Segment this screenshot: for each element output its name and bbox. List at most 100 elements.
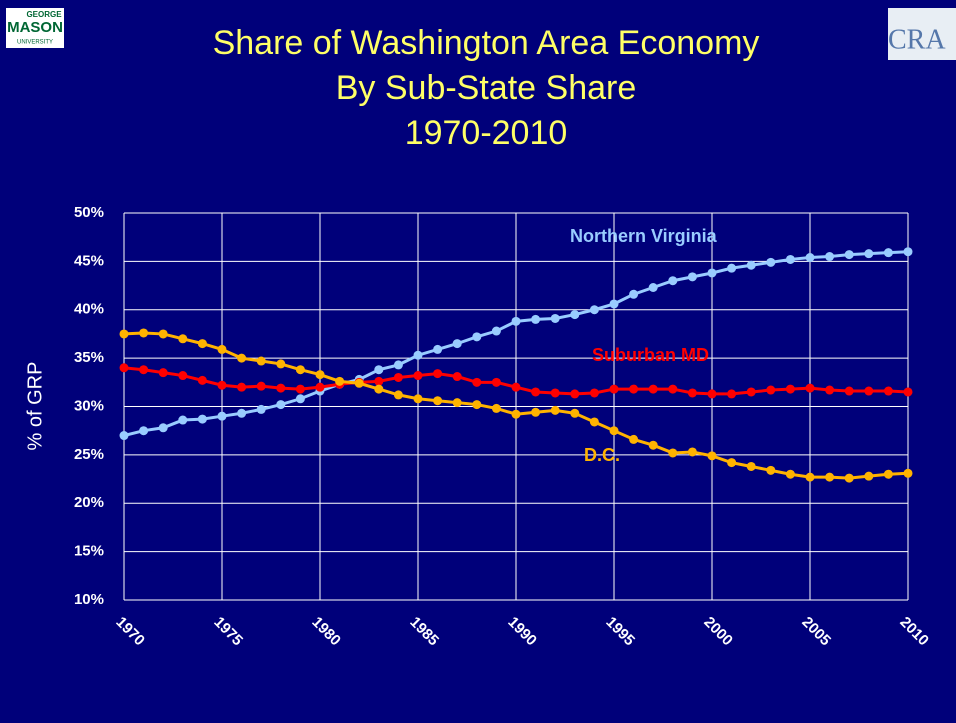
data-point (354, 378, 364, 388)
data-point (531, 407, 541, 417)
data-point (158, 368, 168, 378)
y-tick-label: 15% (74, 543, 104, 560)
data-point (883, 386, 893, 396)
data-point (707, 268, 717, 278)
data-point (472, 332, 482, 342)
data-point (511, 382, 521, 392)
data-point (746, 260, 756, 270)
x-tick-label: 1985 (406, 614, 442, 650)
data-point (374, 365, 384, 375)
data-point (139, 426, 149, 436)
logo-text: MASON (7, 19, 63, 36)
data-point (609, 299, 619, 309)
data-point (511, 316, 521, 326)
data-point (864, 249, 874, 259)
x-tick-label: 1975 (210, 614, 246, 650)
data-point (139, 328, 149, 338)
data-point (276, 383, 286, 393)
data-point (766, 385, 776, 395)
data-point (570, 310, 580, 320)
data-point (668, 276, 678, 286)
data-point (550, 405, 560, 415)
data-point (452, 398, 462, 408)
data-point (550, 388, 560, 398)
data-point (785, 254, 795, 264)
data-point (433, 344, 443, 354)
data-point (491, 326, 501, 336)
data-point (746, 387, 756, 397)
data-point (197, 339, 207, 349)
chart-title: 1970-2010 (405, 114, 568, 152)
y-tick-label: 45% (74, 252, 104, 269)
x-tick-label: 2010 (896, 614, 932, 650)
series (119, 328, 913, 483)
data-point (295, 365, 305, 375)
data-point (668, 448, 678, 458)
logo-background (888, 8, 956, 60)
data-point (727, 389, 737, 399)
data-point (452, 372, 462, 382)
series (119, 363, 913, 399)
data-point (256, 381, 266, 391)
y-tick-label: 20% (74, 494, 104, 511)
data-point (668, 384, 678, 394)
data-point (864, 386, 874, 396)
data-point (119, 431, 129, 441)
data-point (491, 377, 501, 387)
x-tick-label: 2005 (798, 614, 834, 650)
data-point (609, 426, 619, 436)
data-point (570, 389, 580, 399)
y-tick-label: 10% (74, 591, 104, 608)
y-tick-label: 40% (74, 301, 104, 318)
data-point (393, 360, 403, 370)
data-point (452, 339, 462, 349)
data-point (119, 363, 129, 373)
x-tick-label: 1970 (112, 614, 148, 650)
data-point (237, 382, 247, 392)
data-point (393, 372, 403, 382)
data-point (589, 305, 599, 315)
data-point (413, 371, 423, 381)
cra-logo: CRA (888, 8, 956, 60)
data-point (433, 369, 443, 379)
data-point (687, 447, 697, 457)
data-point (139, 365, 149, 375)
data-point (727, 263, 737, 273)
data-point (805, 253, 815, 263)
data-point (256, 356, 266, 366)
data-point (785, 469, 795, 479)
series-label: Suburban MD (592, 345, 709, 365)
logo-text: UNIVERSITY (17, 40, 53, 46)
x-tick-label: 1995 (602, 614, 638, 650)
data-point (903, 468, 913, 478)
data-point (883, 469, 893, 479)
data-point (217, 344, 227, 354)
data-point (825, 472, 835, 482)
logo-text: CRA (888, 24, 946, 55)
data-point (629, 384, 639, 394)
data-point (315, 370, 325, 380)
chart-title: Share of Washington Area Economy (213, 24, 760, 62)
data-point (256, 404, 266, 414)
data-point (472, 400, 482, 410)
data-point (825, 385, 835, 395)
data-point (217, 380, 227, 390)
y-tick-label: 35% (74, 349, 104, 366)
data-point (903, 247, 913, 257)
data-point (237, 408, 247, 418)
data-point (178, 415, 188, 425)
data-point (197, 414, 207, 424)
data-point (531, 387, 541, 397)
data-point (903, 387, 913, 397)
data-point (883, 248, 893, 258)
data-point (491, 403, 501, 413)
data-point (295, 384, 305, 394)
data-point (178, 334, 188, 344)
data-point (648, 282, 658, 292)
data-point (570, 408, 580, 418)
data-point (805, 383, 815, 393)
data-point (687, 388, 697, 398)
y-tick-label: 30% (74, 397, 104, 414)
y-axis-label: % of GRP (24, 362, 46, 451)
